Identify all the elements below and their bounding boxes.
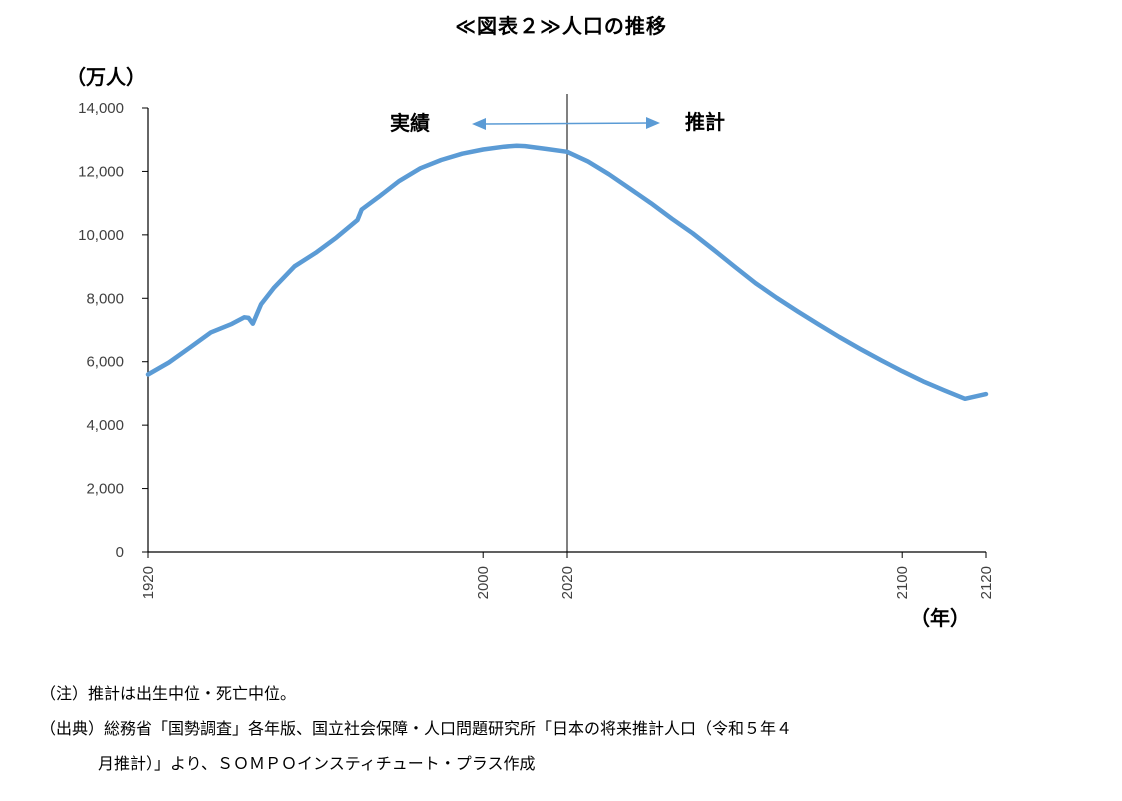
population-line-chart: （万人） 0 2,000 4,000 6,000 8,000 10,000 12,000 14… bbox=[66, 65, 995, 630]
x-axis-ticks: 1920 2000 2020 2100 2120 bbox=[140, 552, 995, 599]
source-line-continued: 月推計）」より、ＳＯＭＰＯインスティチュート・プラス作成 bbox=[98, 754, 536, 773]
y-tick-label: 4,000 bbox=[86, 417, 124, 434]
x-tick-label: 1920 bbox=[140, 566, 157, 599]
y-axis-unit-label: （万人） bbox=[66, 65, 146, 89]
x-tick-label: 2120 bbox=[978, 566, 995, 599]
y-tick-label: 14,000 bbox=[78, 100, 124, 117]
y-tick-label: 10,000 bbox=[78, 227, 124, 244]
y-tick-label: 12,000 bbox=[78, 163, 124, 180]
region-arrow-left-head bbox=[472, 118, 486, 130]
y-axis-ticks: 0 2,000 4,000 6,000 8,000 10,000 12,000 14,000 bbox=[78, 100, 148, 561]
region-arrow bbox=[472, 117, 660, 130]
chart-notes: （注）推計は出生中位・死亡中位。 （出典）総務省「国勢調査」各年版、国立社会保障… bbox=[40, 676, 1100, 781]
region-arrow-right-head bbox=[646, 117, 660, 129]
y-tick-label: 0 bbox=[116, 544, 124, 561]
y-tick-label: 2,000 bbox=[86, 481, 124, 498]
x-tick-label: 2000 bbox=[475, 566, 492, 599]
population-series-line bbox=[145, 143, 989, 402]
y-tick-label: 8,000 bbox=[86, 290, 124, 307]
source-line: （出典）総務省「国勢調査」各年版、国立社会保障・人口問題研究所「日本の将来推計人… bbox=[40, 719, 793, 738]
x-axis-unit-label: （年） bbox=[910, 606, 970, 630]
region-arrow-line bbox=[483, 122, 649, 125]
actual-region-label: 実績 bbox=[390, 111, 430, 135]
note-line: （注）推計は出生中位・死亡中位。 bbox=[40, 684, 297, 703]
x-tick-label: 2020 bbox=[559, 566, 576, 599]
x-tick-label: 2100 bbox=[894, 566, 911, 599]
projection-region-label: 推計 bbox=[685, 110, 725, 134]
chart-title: ≪図表２≫人口の推移 bbox=[455, 14, 667, 38]
y-tick-label: 6,000 bbox=[86, 354, 124, 371]
